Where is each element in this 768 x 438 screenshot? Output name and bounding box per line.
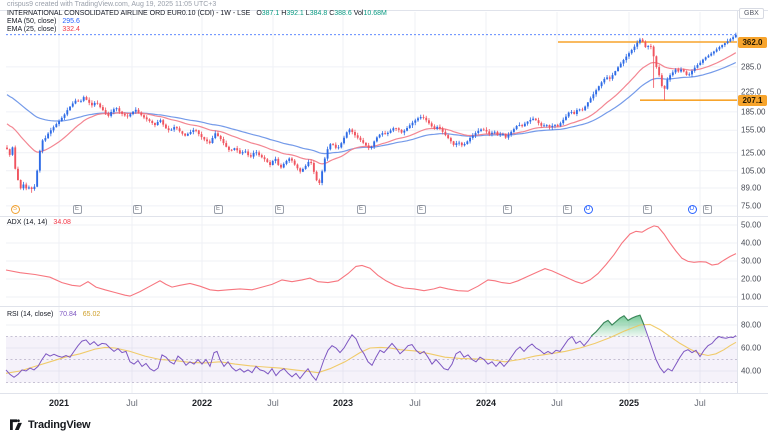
adx-axis-label: 40.00 [741, 238, 762, 248]
main-legend: INTERNATIONAL CONSOLIDATED AIRLINE ORD E… [7, 10, 387, 34]
time-axis-label: 2024 [475, 398, 497, 408]
adx-axis-label: 30.00 [741, 256, 762, 266]
adx-legend[interactable]: ADX (14, 14) 34.08 [7, 219, 71, 227]
time-axis-label: 2021 [48, 398, 70, 408]
ema25-legend[interactable]: EMA (25, close) 332.4 [7, 26, 387, 34]
event-badge-d[interactable]: D [687, 205, 697, 214]
ema50-legend[interactable]: EMA (50, close) 295.6 [7, 18, 387, 26]
rsi-value: 70.84 [59, 311, 77, 318]
price-axis-label: 105.00 [741, 166, 766, 176]
attribution-text: crispus9 created with TradingView.com, A… [7, 1, 217, 8]
ema50-label: EMA (50, close) [7, 18, 57, 25]
grid-layer [0, 10, 768, 394]
ema25-value: 332.4 [62, 26, 80, 33]
event-badge-e[interactable]: E [356, 205, 366, 214]
event-badge-e[interactable]: E [72, 205, 82, 214]
tradingview-logo-text: TradingView [28, 419, 91, 431]
rsi-axis-label: 80.00 [741, 320, 762, 330]
event-badge-e[interactable]: E [702, 205, 712, 214]
event-badge-e[interactable]: E [642, 205, 652, 214]
volume-label: Vol [353, 10, 364, 17]
adx-value: 34.08 [53, 219, 71, 226]
rsi-label: RSI (14, close) [7, 311, 54, 318]
event-badge-d[interactable]: D [583, 205, 593, 214]
adx-axis-label: 10.00 [741, 292, 762, 302]
price-axis-label: 185.00 [741, 107, 766, 117]
time-axis-label: Jul [126, 398, 138, 408]
low-value: 384.8 [309, 10, 328, 17]
rsi-axis-label: 60.00 [741, 343, 762, 353]
price-axis-label: 285.0 [741, 62, 762, 72]
time-axis-label: Jul [551, 398, 563, 408]
close-value: 388.6 [334, 10, 352, 17]
symbol-title: INTERNATIONAL CONSOLIDATED AIRLINE ORD E… [7, 10, 251, 17]
adx-pane[interactable] [5, 225, 737, 297]
price-axis-label: 75.00 [741, 201, 762, 211]
time-axis-label: Jul [267, 398, 279, 408]
time-axis-label: 2023 [332, 398, 354, 408]
price-axis-label: 155.00 [741, 125, 766, 135]
event-badge-e[interactable]: E [562, 205, 572, 214]
price-axis-label: 125.00 [741, 148, 766, 158]
event-badge-e[interactable]: E [502, 205, 512, 214]
price-line-label-207[interactable]: 207.1 [738, 94, 767, 106]
event-badge-e[interactable]: E [213, 205, 223, 214]
volume-value: 10.68M [363, 10, 387, 17]
high-value: 392.1 [286, 10, 304, 17]
rsi-pane[interactable] [5, 314, 737, 383]
price-axis-label: 89.00 [741, 183, 762, 193]
adx-axis-label: 20.00 [741, 274, 762, 284]
close-label: C [329, 10, 335, 17]
adx-label: ADX (14, 14) [7, 219, 48, 226]
price-axis-label: 225.0 [741, 87, 762, 97]
open-value: 387.1 [261, 10, 280, 17]
currency-axis-button[interactable]: GBX [739, 8, 764, 19]
tradingview-logo[interactable]: TradingView [10, 419, 91, 431]
event-badge-s[interactable]: S [10, 205, 20, 214]
event-badge-e[interactable]: E [132, 205, 142, 214]
adx-axis-label: 50.00 [741, 220, 762, 230]
time-axis-label: 2025 [618, 398, 640, 408]
price-pane[interactable] [6, 32, 737, 193]
low-label: L [305, 10, 310, 17]
event-badge-e[interactable]: E [416, 205, 426, 214]
rsi-axis-label: 40.00 [741, 366, 762, 376]
time-axis-label: Jul [409, 398, 421, 408]
rsi-ma-value: 65.02 [82, 311, 101, 318]
open-label: O [256, 10, 262, 17]
tradingview-logo-icon [10, 419, 22, 430]
symbol-title-row[interactable]: INTERNATIONAL CONSOLIDATED AIRLINE ORD E… [7, 10, 387, 18]
ema25-label: EMA (25, close) [7, 26, 57, 33]
high-label: H [281, 10, 287, 17]
time-axis-label: 2022 [191, 398, 213, 408]
ema50-value: 295.6 [62, 18, 80, 25]
rsi-legend[interactable]: RSI (14, close) 70.84 65.02 [7, 311, 100, 319]
price-line-label-362[interactable]: 362.0 [738, 36, 767, 48]
event-badge-e[interactable]: E [274, 205, 284, 214]
time-axis-label: Jul [694, 398, 706, 408]
